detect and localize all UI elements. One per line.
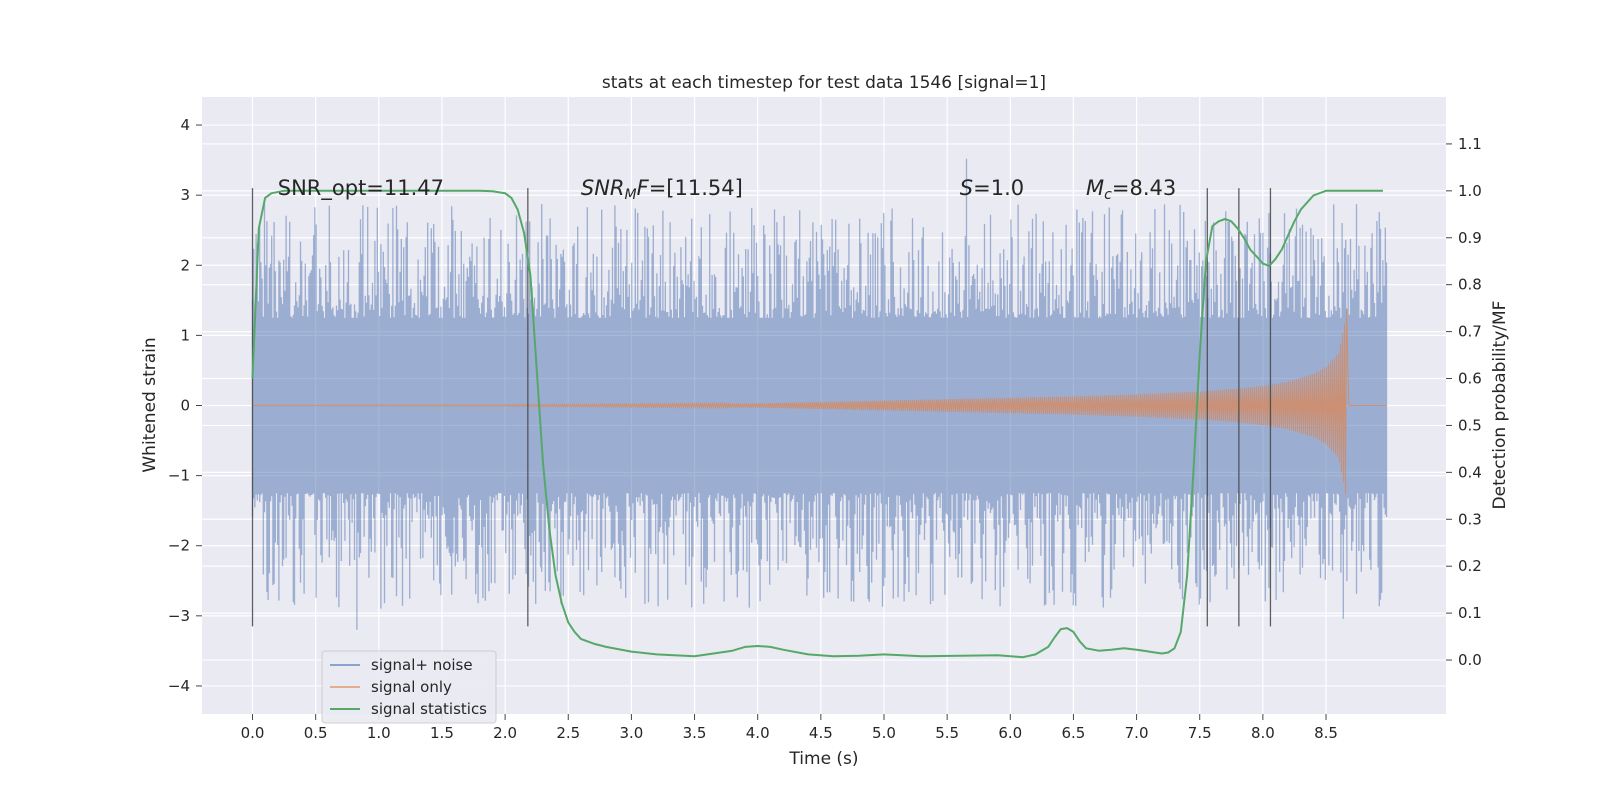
x-tick-label: 6.0 [998, 724, 1022, 742]
y-axis-label: Whitened strain [140, 337, 160, 472]
y-tick-label: 2 [180, 256, 190, 274]
series-signal-only [252, 308, 1387, 495]
y2-tick-label: 0.2 [1458, 557, 1482, 575]
y-tick-label: −2 [168, 537, 190, 555]
x-tick-label: 8.0 [1251, 724, 1275, 742]
x-tick-label: 4.0 [746, 724, 770, 742]
legend-label: signal+ noise [371, 656, 473, 674]
y-tick-label: 4 [180, 116, 190, 134]
y-tick-label: 0 [180, 397, 190, 415]
y2-tick-label: 0.6 [1458, 370, 1482, 388]
x-tick-label: 2.5 [556, 724, 580, 742]
chart-title: stats at each timestep for test data 154… [602, 73, 1046, 93]
x-tick-label: 3.0 [619, 724, 643, 742]
y2-tick-label: 0.4 [1458, 463, 1482, 481]
y2-tick-label: 0.5 [1458, 416, 1482, 434]
legend-label: signal only [371, 678, 452, 696]
x-tick-label: 6.5 [1062, 724, 1086, 742]
y-tick-label: 1 [180, 326, 190, 344]
vertical-markers [251, 188, 1272, 627]
signal-trace [252, 308, 1387, 495]
legend-label: signal statistics [371, 700, 487, 718]
y-tick-label: −4 [168, 677, 190, 695]
y-tick-label: −3 [168, 607, 190, 625]
y2-tick-label: 0.7 [1458, 323, 1482, 341]
x-tick-label: 1.0 [367, 724, 391, 742]
statistics-trace [251, 189, 1383, 659]
y2-tick-label: 0.9 [1458, 229, 1482, 247]
x-tick-label: 5.0 [872, 724, 896, 742]
y-tick-label: 3 [180, 186, 190, 204]
annotation: SNRMF=[11.54] [581, 176, 743, 203]
y2-tick-label: 0.3 [1458, 510, 1482, 528]
x-tick-label: 5.5 [935, 724, 959, 742]
x-tick-label: 2.0 [493, 724, 517, 742]
x-tick-label: 7.0 [1125, 724, 1149, 742]
annotation: SNR_opt=11.47 [278, 176, 444, 201]
y2-tick-label: 0.1 [1458, 604, 1482, 622]
y2-tick-label: 0.0 [1458, 651, 1482, 669]
x-tick-label: 8.5 [1314, 724, 1338, 742]
annotations: SNR_opt=11.47 SNRMF=[11.54] S=1.0 Mc=8.43 [278, 176, 1176, 203]
y2-tick-label: 1.0 [1458, 182, 1482, 200]
x-tick-label: 0.0 [241, 724, 265, 742]
y2-axis-label: Detection probability/MF [1490, 301, 1510, 510]
axis-ticks: 0.0 0.5 1.0 1.5 2.0 2.5 3.0 3.5 4.0 4.5 5.0 5.5 6.0 6… [168, 116, 1482, 742]
x-tick-label: 7.5 [1188, 724, 1212, 742]
y2-tick-label: 1.1 [1458, 135, 1482, 153]
annotation: Mc=8.43 [1086, 176, 1176, 203]
x-tick-label: 3.5 [683, 724, 707, 742]
legend: signal+ noise signal only signal statistic… [321, 650, 497, 724]
annotation: S=1.0 [960, 176, 1024, 200]
series-signal-statistics [251, 189, 1383, 659]
y-tick-label: −1 [168, 467, 190, 485]
legend-box [321, 650, 497, 724]
x-axis-label: Time (s) [788, 749, 858, 769]
x-tick-label: 0.5 [304, 724, 328, 742]
x-tick-label: 1.5 [430, 724, 454, 742]
x-tick-label: 4.5 [809, 724, 833, 742]
y2-tick-label: 0.8 [1458, 276, 1482, 294]
